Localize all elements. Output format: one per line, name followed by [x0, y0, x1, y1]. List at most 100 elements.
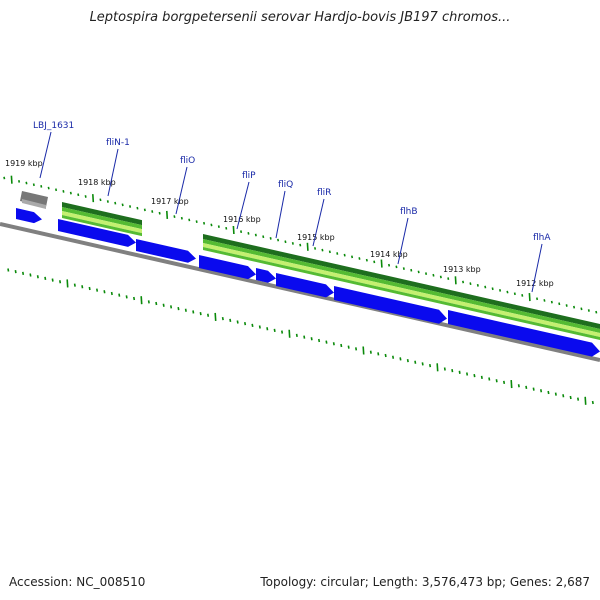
position-label: 1918 kbp: [78, 178, 116, 187]
gc-content-segment: [282, 264, 452, 307]
minor-tick: [7, 268, 10, 272]
gene-LBJ_1631[interactable]: [20, 191, 48, 207]
minor-tick: [121, 203, 124, 207]
gene-label[interactable]: fliN-1: [106, 138, 130, 148]
minor-tick: [591, 400, 594, 405]
minor-tick: [73, 283, 76, 287]
minor-tick: [236, 320, 239, 324]
minor-tick: [328, 250, 331, 254]
minor-tick: [291, 242, 294, 245]
gc-content-segment: [62, 215, 142, 237]
minor-tick: [88, 286, 91, 291]
minor-tick: [410, 268, 413, 272]
minor-tick: [192, 310, 195, 314]
gc-content-segment: [62, 211, 142, 234]
gene-cds-1[interactable]: [16, 208, 42, 224]
minor-tick: [51, 278, 54, 282]
minor-tick: [173, 215, 176, 218]
gc-content-segment: [282, 256, 452, 300]
minor-tick: [577, 397, 580, 401]
minor-tick: [525, 385, 528, 390]
minor-tick: [151, 210, 154, 213]
gene-flhB[interactable]: [334, 286, 447, 324]
gene-LBJ_1631-shade: [22, 199, 46, 209]
minor-tick: [484, 285, 487, 289]
gene-leader-line: [107, 148, 119, 197]
minor-tick: [47, 186, 50, 190]
minor-tick: [29, 273, 32, 277]
minor-tick: [84, 195, 87, 198]
minor-tick: [55, 188, 58, 192]
minor-tick: [347, 345, 350, 349]
minor-tick: [210, 223, 213, 227]
minor-tick: [365, 258, 368, 262]
minor-tick: [488, 377, 491, 381]
gene-leader-line: [236, 181, 250, 230]
minor-tick: [573, 305, 576, 309]
gc-content-segment: [282, 260, 452, 304]
minor-tick: [314, 247, 317, 250]
gc-content-band: [62, 202, 600, 340]
minor-tick: [425, 272, 428, 275]
minor-tick: [155, 301, 158, 306]
minor-tick: [36, 275, 39, 279]
minor-tick: [266, 327, 269, 331]
major-tick: [66, 279, 69, 288]
major-tick: [306, 242, 309, 251]
minor-tick: [247, 231, 250, 235]
outer-tick-marks: [3, 175, 598, 314]
minor-tick: [495, 379, 498, 383]
gene-fliR[interactable]: [276, 273, 334, 298]
minor-tick: [81, 285, 84, 289]
gene-label[interactable]: fliR: [317, 188, 331, 198]
minor-tick: [203, 221, 206, 225]
minor-tick: [147, 300, 150, 304]
gene-fliQ[interactable]: [256, 268, 276, 283]
gene-leader-line: [531, 243, 543, 293]
minor-tick: [476, 283, 479, 287]
gene-fliN-1[interactable]: [58, 219, 136, 247]
minor-tick: [133, 296, 136, 301]
minor-tick: [143, 208, 146, 212]
gene-label[interactable]: flhB: [400, 207, 418, 217]
minor-tick: [406, 358, 409, 363]
major-tick: [140, 296, 143, 305]
gene-label[interactable]: fliP: [242, 171, 256, 181]
gene-fliP[interactable]: [199, 255, 256, 280]
major-tick: [288, 329, 291, 338]
position-label: 1913 kbp: [443, 265, 481, 274]
gene-flhA[interactable]: [448, 310, 600, 357]
gc-content-segment: [203, 242, 282, 265]
gene-label[interactable]: LBJ_1631: [33, 121, 74, 131]
gene-leader-line: [397, 217, 409, 265]
minor-tick: [343, 253, 346, 257]
inner-tick-marks: [7, 268, 594, 405]
major-tick: [10, 175, 13, 184]
gene-fliO[interactable]: [136, 239, 196, 263]
minor-tick: [3, 176, 6, 180]
major-tick: [232, 225, 235, 235]
minor-tick: [125, 295, 128, 299]
gene-label[interactable]: fliO: [180, 156, 195, 166]
minor-tick: [180, 216, 183, 220]
minor-tick: [69, 191, 72, 195]
map-title: Leptospira borgpetersenii serovar Hardjo…: [89, 10, 511, 25]
minor-tick: [332, 342, 335, 346]
minor-tick: [562, 394, 565, 398]
major-tick: [92, 194, 95, 203]
major-tick: [584, 396, 587, 405]
gene-label[interactable]: flhA: [533, 233, 551, 243]
minor-tick: [558, 302, 561, 306]
accession-label: Accession: NC_008510: [9, 575, 146, 589]
minor-tick: [14, 270, 17, 274]
minor-tick: [532, 387, 535, 391]
minor-tick: [421, 362, 424, 366]
gene-label[interactable]: fliQ: [278, 180, 293, 190]
minor-tick: [395, 265, 398, 269]
gc-content-segment: [62, 207, 142, 230]
minor-tick: [299, 243, 302, 247]
minor-tick: [44, 276, 47, 281]
minor-tick: [170, 305, 173, 309]
minor-tick: [358, 257, 361, 260]
